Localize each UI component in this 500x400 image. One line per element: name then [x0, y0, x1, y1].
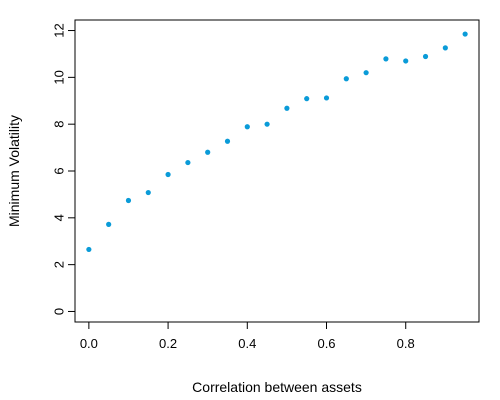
x-tick-label: 0.0	[80, 336, 98, 351]
plot-frame	[74, 19, 480, 323]
data-point	[343, 76, 349, 82]
data-point	[284, 105, 290, 111]
data-point	[363, 70, 369, 76]
y-tick-label: 10	[51, 70, 66, 84]
y-axis-title: Minimum Volatility	[6, 115, 22, 227]
data-point	[264, 121, 270, 127]
data-point	[125, 197, 132, 204]
data-point	[165, 171, 171, 178]
data-point	[462, 31, 468, 37]
data-point	[224, 138, 231, 144]
data-point	[106, 221, 112, 227]
data-point	[145, 189, 151, 196]
x-axis-title: Correlation between assets	[192, 379, 362, 395]
y-tick-label: 12	[51, 23, 66, 37]
data-points	[86, 31, 468, 253]
data-point	[86, 246, 92, 253]
data-point	[323, 95, 330, 101]
data-point	[383, 56, 389, 62]
data-point	[403, 58, 409, 64]
x-tick-label: 0.2	[159, 336, 177, 351]
x-tick-label: 0.4	[238, 336, 256, 351]
y-tick-label: 0	[51, 308, 66, 315]
y-tick-label: 6	[51, 167, 66, 174]
y-tick-label: 2	[51, 261, 66, 268]
y-tick-label: 8	[51, 121, 66, 128]
y-tick-label: 4	[51, 214, 66, 221]
data-point	[244, 124, 250, 130]
x-tick-label: 0.8	[397, 336, 415, 351]
x-axis: 0.0 0.2 0.4 0.6 0.8	[80, 322, 415, 351]
x-tick-label: 0.6	[317, 336, 335, 351]
data-point	[205, 149, 211, 155]
data-point	[442, 45, 448, 51]
data-point	[185, 159, 191, 166]
data-point	[304, 96, 310, 102]
y-axis: 0 2 4 6 8 10 12	[51, 23, 75, 315]
data-point	[422, 53, 429, 60]
